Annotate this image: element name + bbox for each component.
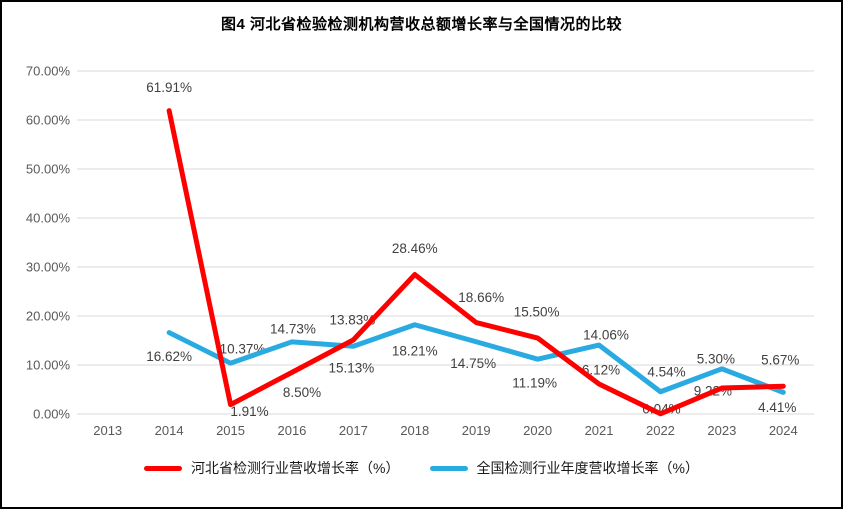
chart-title: 图4 河北省检验检测机构营收总额增长率与全国情况的比较	[220, 16, 622, 33]
data-label: 4.41%	[758, 400, 796, 415]
data-label: 5.30%	[697, 352, 735, 367]
blue-line-swatch-icon	[429, 465, 468, 471]
data-label: 0.04%	[642, 401, 680, 416]
x-axis-tick-label: 2015	[216, 423, 245, 438]
data-label: 18.66%	[458, 290, 504, 305]
data-label: 14.06%	[583, 328, 629, 343]
data-label: 5.67%	[761, 353, 799, 368]
x-axis-tick-label: 2021	[585, 423, 614, 438]
data-label: 61.91%	[146, 80, 192, 95]
legend-label-national: 全国检测行业年度营收增长率（%）	[476, 460, 699, 476]
data-label: 8.50%	[283, 385, 321, 400]
y-axis-tick-label: 60.00%	[26, 113, 71, 128]
data-label: 18.21%	[392, 343, 438, 358]
y-axis-tick-label: 50.00%	[26, 162, 71, 177]
x-axis-tick-label: 2024	[769, 423, 798, 438]
data-label: 16.62%	[146, 349, 192, 364]
data-label: 6.12%	[582, 363, 620, 378]
y-axis-tick-label: 70.00%	[26, 64, 71, 79]
data-label: 14.75%	[450, 356, 496, 371]
data-label: 15.50%	[514, 305, 560, 320]
x-axis-tick-label: 2014	[155, 423, 184, 438]
y-axis-tick-label: 0.00%	[33, 407, 70, 422]
y-axis-tick-label: 20.00%	[26, 309, 71, 324]
data-label: 28.46%	[392, 241, 438, 256]
data-label: 13.83%	[329, 313, 375, 328]
x-axis-tick-label: 2017	[339, 423, 368, 438]
legend-item-hebei: 河北省检测行业营收增长率（%）	[144, 458, 400, 478]
series-line-hebei	[166, 108, 786, 417]
red-line-swatch-icon	[144, 465, 183, 471]
x-axis-tick-label: 2013	[93, 423, 122, 438]
chart-legend: 河北省检测行业营收增长率（%） 全国检测行业年度营收增长率（%）	[2, 458, 841, 478]
data-label: 15.13%	[328, 360, 374, 375]
y-axis-tick-label: 40.00%	[26, 211, 71, 226]
x-axis-tick-label: 2018	[400, 423, 429, 438]
data-label: 14.73%	[270, 321, 316, 336]
y-axis-tick-label: 30.00%	[26, 260, 71, 275]
line-chart-plot: 70.00% 60.00% 50.00% 40.00% 30.00% 20.00% 10.0…	[26, 64, 814, 438]
x-axis-tick-label: 2023	[707, 423, 736, 438]
data-label: 11.19%	[512, 376, 557, 391]
legend-item-national: 全国检测行业年度营收增长率（%）	[429, 458, 699, 478]
series-line-national	[166, 322, 786, 395]
y-axis-tick-label: 10.00%	[26, 358, 71, 373]
x-axis-tick-label: 2016	[277, 423, 306, 438]
x-axis-tick-label: 2019	[462, 423, 491, 438]
x-axis-tick-label: 2020	[523, 423, 552, 438]
x-axis-tick-label: 2022	[646, 423, 675, 438]
data-label: 4.54%	[647, 364, 685, 379]
data-label: 1.91%	[230, 404, 268, 419]
legend-label-hebei: 河北省检测行业营收增长率（%）	[191, 460, 400, 476]
